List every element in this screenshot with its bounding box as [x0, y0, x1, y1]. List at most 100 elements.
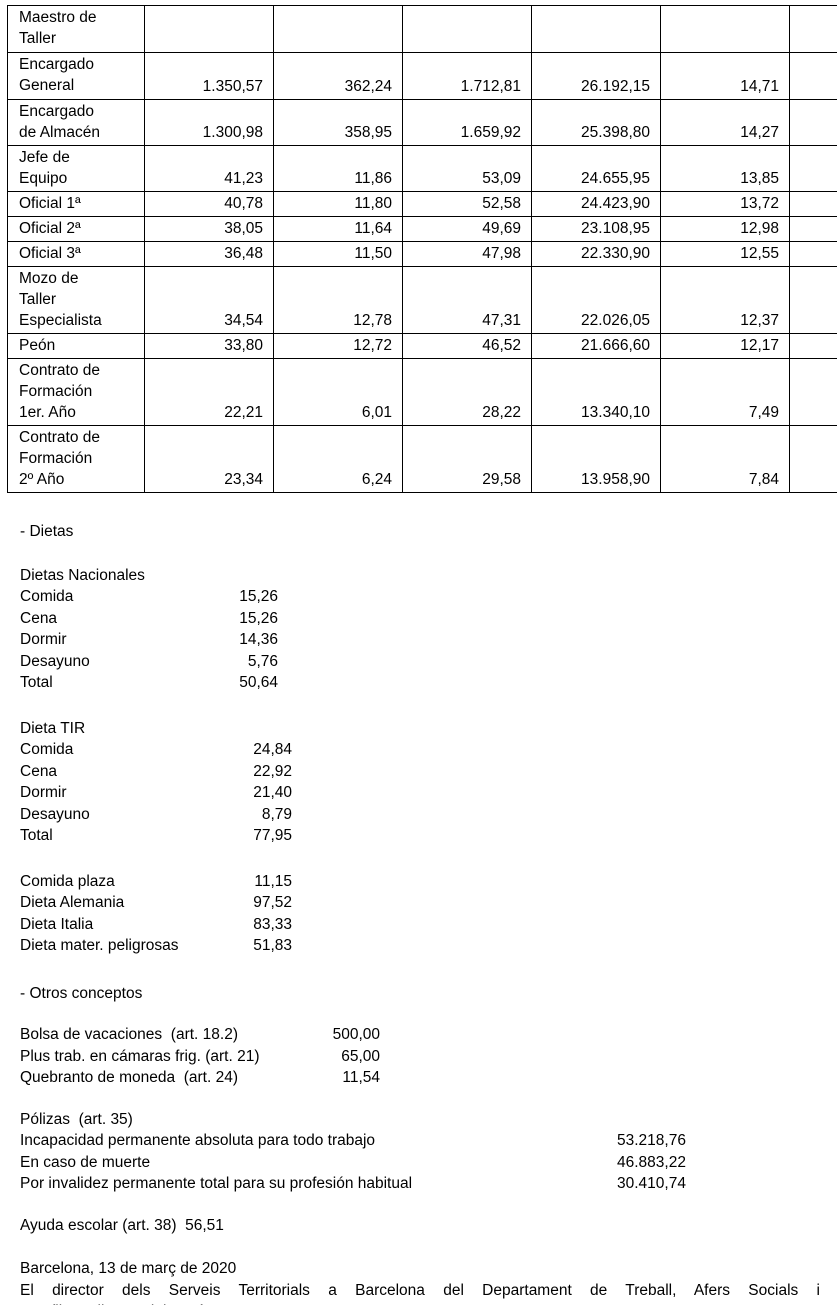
polizas-title: Pólizas (art. 35) [20, 1110, 133, 1128]
cell: 11,86 [273, 145, 403, 192]
cell [789, 5, 837, 53]
cell: 21.666,60 [531, 333, 661, 359]
cell: 12,68 [789, 333, 837, 359]
cell: 11,50 [273, 241, 403, 267]
list-item: Dormir 14,36 [20, 629, 820, 651]
cell [273, 5, 403, 53]
table-row: Oficial 2ª 38,05 11,64 49,69 23.108,95 1… [7, 216, 837, 242]
item-value: 83,33 [253, 915, 292, 933]
item-label: Comida [20, 588, 74, 605]
cell: 47,31 [402, 266, 532, 334]
cell: 12,17 [660, 333, 790, 359]
item-value: 11,54 [342, 1069, 380, 1086]
item-value: 77,95 [253, 827, 292, 844]
otros-conceptos-heading: - Otros conceptos [20, 984, 143, 1002]
cell: 47,98 [402, 241, 532, 267]
cell: 14,30 [789, 191, 837, 217]
item-label: Cena [20, 762, 58, 780]
cell: 22.330,90 [531, 241, 661, 267]
cell: 53,09 [402, 145, 532, 192]
item-value: 24,84 [253, 741, 292, 758]
row-label: Peón [7, 333, 145, 359]
row-label: Encargado de Almacén [7, 99, 145, 146]
list-item: Desayuno 5,76 [20, 651, 820, 673]
list-item: Total 77,95 [20, 825, 820, 847]
row-label: Oficial 2ª [7, 216, 145, 242]
item-label: En caso de muerte [20, 1153, 151, 1171]
item-label: Dormir [20, 784, 67, 801]
dietas-heading: - Dietas [20, 523, 74, 540]
cell: 22.026,05 [531, 266, 661, 334]
table-row: Oficial 3ª 36,48 11,50 47,98 22.330,90 1… [7, 241, 837, 267]
row-label: Contrato de Formación 1er. Año [7, 358, 145, 426]
item-value: 97,52 [253, 894, 292, 911]
table-row: Peón 33,80 12,72 46,52 21.666,60 12,17 1… [7, 333, 837, 359]
cell: 11,80 [273, 191, 403, 217]
cell: 41,23 [144, 145, 274, 192]
cell: 13,06 [789, 241, 837, 267]
cell: 1.300,98 [144, 99, 274, 146]
item-label: Desayuno [20, 805, 90, 823]
cell: 46,52 [402, 333, 532, 359]
item-label: Dieta Alemania [20, 894, 125, 911]
cell: 358,95 [273, 99, 403, 146]
cell: 12,98 [660, 216, 790, 242]
cell: 13,72 [660, 191, 790, 217]
table-row: Encargado General 1.350,57 362,24 1.712,… [7, 52, 837, 100]
cell: 12,37 [660, 266, 790, 334]
cell: 29,58 [402, 425, 532, 493]
item-value: 50,64 [239, 674, 278, 691]
cell: 28,22 [402, 358, 532, 426]
item-label: Comida plaza [20, 872, 115, 890]
cell: 1.712,81 [402, 52, 532, 100]
salary-table: Maestro de Taller Encargado General 1.35… [7, 5, 837, 493]
list-item: Quebranto de moneda (art. 24) 11,54 [20, 1067, 820, 1089]
list-item: Comida plaza 11,15 [20, 871, 820, 893]
cell: 14,42 [789, 145, 837, 192]
item-label: Desayuno [20, 652, 90, 670]
table-row: Oficial 1ª 40,78 11,80 52,58 24.423,90 1… [7, 191, 837, 217]
cell: 7,84 [660, 425, 790, 493]
cell: 13,85 [660, 145, 790, 192]
cell: 52,58 [402, 191, 532, 217]
list-item: Bolsa de vacaciones (art. 18.2) 500,00 [20, 1024, 820, 1046]
dietas-nacionales-title: Dietas Nacionales [20, 566, 145, 584]
item-value: 51,83 [253, 937, 292, 954]
list-item: Comida 24,84 [20, 739, 820, 761]
item-value: 53.218,76 [617, 1132, 686, 1149]
item-label: Plus trab. en cámaras frig. (art. 21) [20, 1047, 260, 1065]
list-item: Por invalidez permanente total para su p… [20, 1173, 820, 1195]
cell: 12,72 [273, 333, 403, 359]
item-label: Por invalidez permanente total para su p… [20, 1175, 413, 1192]
cell: 36,48 [144, 241, 274, 267]
signature-line-1: El director dels Serveis Territorials a … [20, 1281, 820, 1299]
list-item: Dieta Italia 83,33 [20, 914, 820, 936]
item-label: Dieta Italia [20, 915, 94, 933]
cell: 49,69 [402, 216, 532, 242]
item-label: Dormir [20, 631, 67, 648]
list-item: Total 50,64 [20, 672, 820, 694]
item-value: 500,00 [332, 1026, 380, 1043]
cell: 13.340,10 [531, 358, 661, 426]
row-label: Oficial 3ª [7, 241, 145, 267]
cell: 6,24 [273, 425, 403, 493]
cell: 8,11 [789, 425, 837, 493]
dieta-tir-title: Dieta TIR [20, 719, 86, 737]
item-label: Total [20, 674, 53, 691]
row-label: Oficial 1ª [7, 191, 145, 217]
cell [660, 5, 790, 53]
cell: 15,34 [789, 52, 837, 100]
list-item: Incapacidad permanente absoluta para tod… [20, 1130, 820, 1152]
cell [144, 5, 274, 53]
cell: 23,34 [144, 425, 274, 493]
ayuda-escolar-line: Ayuda escolar (art. 38) 56,51 [20, 1216, 224, 1234]
item-value: 22,92 [253, 762, 292, 780]
cell [531, 5, 661, 53]
cell: 13,52 [789, 216, 837, 242]
cell: 1.350,57 [144, 52, 274, 100]
cell: 14,71 [660, 52, 790, 100]
row-label: Encargado General [7, 52, 145, 100]
cell: 7,93 [789, 358, 837, 426]
list-item: Cena 22,92 [20, 761, 820, 783]
cell: 14,27 [660, 99, 790, 146]
